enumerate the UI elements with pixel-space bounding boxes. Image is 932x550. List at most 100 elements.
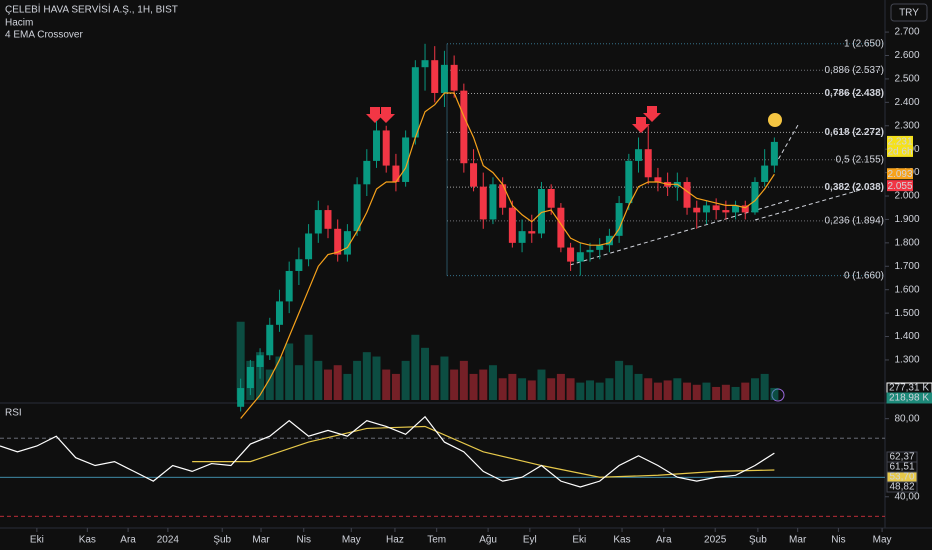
candle-body <box>712 205 720 211</box>
x-tick-label: May <box>873 535 892 546</box>
y-tick-label: 1.700 <box>894 261 919 272</box>
volume-bar <box>721 384 730 400</box>
candle-body <box>256 355 264 367</box>
y-tick-label: 2.300 <box>894 120 919 131</box>
volume-bar <box>673 378 682 400</box>
volume-bar <box>556 373 565 400</box>
volume-bar <box>488 365 497 400</box>
volume-bar <box>411 334 420 400</box>
volume-bar <box>692 384 701 400</box>
rsi-badge <box>886 481 918 493</box>
x-tick-label: Tem <box>427 535 446 546</box>
volume-bar <box>440 356 449 400</box>
y-tick-label: 1.300 <box>894 355 919 366</box>
y-tick-label: 1.600 <box>894 284 919 295</box>
volume-bar <box>508 373 517 400</box>
fib-label: 0 (1.660) <box>844 270 884 281</box>
volume-bar <box>372 356 381 400</box>
fib-label: 0,618 (2.272) <box>825 127 885 138</box>
candle-body <box>334 228 342 255</box>
x-tick-label: May <box>342 535 361 546</box>
volume-bar <box>712 386 721 400</box>
volume-bar <box>634 373 643 400</box>
candle-body <box>324 210 332 229</box>
volume-bar <box>586 380 594 400</box>
volume-bar <box>469 373 478 400</box>
volume-bar <box>527 380 536 400</box>
candle-body <box>450 64 458 91</box>
candle-body <box>421 60 429 68</box>
candle-body <box>353 184 361 232</box>
volume-bar <box>450 369 459 400</box>
candle-body <box>479 186 487 220</box>
arrow-down <box>366 107 384 123</box>
candle-body <box>305 233 313 260</box>
emoji <box>768 113 782 127</box>
rsi-badge-label: 62,37 <box>889 452 914 463</box>
x-tick-label: Mar <box>252 535 270 546</box>
x-tick-label: Eki <box>30 535 44 546</box>
y-tick-label: 40,00 <box>894 491 919 502</box>
volume-bar <box>615 360 624 400</box>
rsi-title: RSI <box>5 408 22 419</box>
volume-bar <box>702 382 711 400</box>
candle-body <box>285 270 293 302</box>
candle-body <box>635 149 643 161</box>
y-tick-label: 80,00 <box>894 413 919 424</box>
candle-body <box>246 366 254 389</box>
candle-body <box>693 207 701 213</box>
volume-bar <box>401 360 410 400</box>
lightning-icon[interactable] <box>771 388 785 402</box>
x-tick-label: Nis <box>831 535 845 546</box>
volume-bar <box>518 378 527 400</box>
volume-bar <box>323 369 332 400</box>
candle-body <box>644 149 652 178</box>
candle-body <box>295 259 303 271</box>
currency-button[interactable] <box>890 3 928 22</box>
y-tick-label: 2.500 <box>894 74 919 85</box>
y-tick-label: 1.500 <box>894 308 919 319</box>
candle-body <box>761 165 769 182</box>
volume-badge <box>886 392 932 404</box>
volume-bar <box>770 387 779 400</box>
volume-bar <box>605 378 614 400</box>
candle-body <box>237 388 245 407</box>
rsi-line <box>0 415 775 488</box>
x-tick-label: Kas <box>613 535 630 546</box>
y-tick-label: 1.400 <box>894 331 919 342</box>
x-tick-label: Ara <box>120 535 136 546</box>
volume-title: Hacim <box>5 18 33 29</box>
rsi-badge-label: 61,51 <box>889 462 914 473</box>
volume-bar <box>644 378 653 400</box>
fib-label: 0,886 (2.537) <box>825 65 885 76</box>
candle-body <box>460 90 468 164</box>
candle-body <box>654 177 662 182</box>
volume-bar <box>653 382 662 400</box>
candle-body <box>373 130 381 161</box>
volume-bar <box>479 369 488 400</box>
x-tick-label: Şub <box>749 535 767 546</box>
candle-body <box>683 181 691 208</box>
plot: 2.7002.6002.5002.4002.3002.2002.1002.000… <box>0 27 932 546</box>
candle-body <box>518 231 526 243</box>
currency-label: TRY <box>899 8 919 19</box>
candle-body <box>411 67 419 138</box>
candle-body <box>625 160 633 204</box>
arrow-down <box>632 117 650 133</box>
volume-bar <box>595 382 604 400</box>
candle-body <box>537 188 545 234</box>
volume-bar <box>566 378 575 400</box>
x-tick-label: Ara <box>656 535 672 546</box>
y-tick-label: 1.800 <box>894 237 919 248</box>
rsi-badge-label: 48,82 <box>889 482 914 493</box>
x-tick-label: Nis <box>297 535 311 546</box>
y-tick-label: 2.000 <box>894 191 919 202</box>
volume-bar <box>430 365 439 400</box>
x-tick-label: Eyl <box>523 535 537 546</box>
candle-body <box>605 235 613 246</box>
volume-bar <box>498 378 507 400</box>
candle-body <box>266 324 274 356</box>
volume-bar <box>663 380 672 400</box>
